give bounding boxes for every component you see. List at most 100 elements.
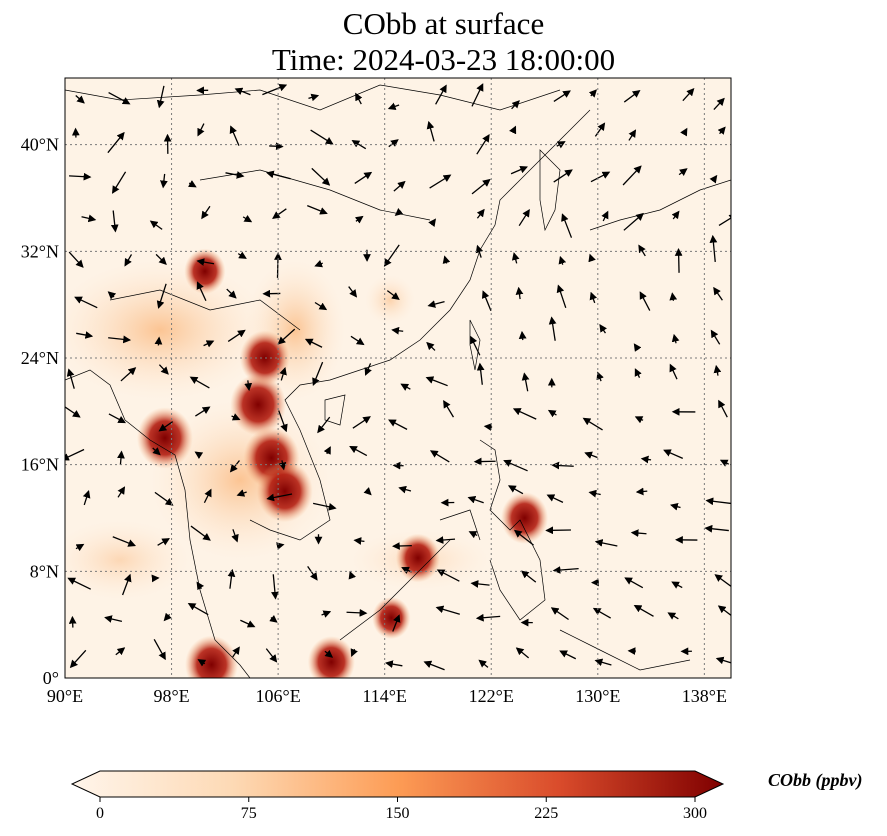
wind-arrow [584, 451, 598, 459]
lat-tick-label: 40°N [21, 135, 59, 155]
map-title: CObb at surface [342, 6, 545, 41]
wind-arrow [515, 647, 530, 659]
wind-arrow [117, 450, 125, 465]
cobb-hotspot [184, 248, 226, 295]
colorbar-tick-label: 300 [683, 805, 707, 822]
wind-arrow [476, 362, 485, 385]
wind-arrow [149, 220, 163, 230]
wind-arrow [633, 604, 654, 617]
wind-arrow [548, 316, 557, 341]
wind-arrow [550, 607, 569, 621]
wind-arrow [667, 612, 679, 620]
wind-arrow [236, 489, 247, 497]
wind-arrow [400, 383, 411, 391]
wind-arrow [188, 180, 197, 188]
wind-arrow [197, 123, 205, 137]
wind-arrow [435, 84, 447, 105]
wind-arrow [232, 646, 240, 658]
wind-arrow [520, 570, 537, 583]
colorbar-tick-label: 0 [96, 805, 104, 822]
wind-arrow [197, 659, 207, 667]
lat-tick-label: 16°N [21, 455, 59, 475]
wind-arrow [558, 255, 567, 265]
wind-arrow [279, 366, 287, 381]
wind-arrow [265, 170, 291, 180]
wind-arrow [635, 487, 648, 496]
wind-arrow [108, 335, 132, 344]
wind-arrow [435, 536, 456, 544]
wind-arrow [518, 208, 530, 227]
lat-tick-label: 24°N [21, 348, 59, 368]
wind-arrow [628, 129, 637, 141]
wind-arrow [350, 648, 358, 657]
wind-arrow [483, 423, 493, 431]
lon-tick-label: 106°E [256, 686, 301, 706]
wind-arrow [112, 536, 137, 547]
wind-arrow [158, 421, 174, 432]
gridlines [65, 78, 731, 678]
wind-arrow [718, 399, 728, 418]
wind-arrow [511, 100, 520, 110]
wind-arrow [663, 449, 684, 459]
wind-arrow [66, 368, 75, 389]
wind-arrow [321, 610, 332, 618]
wind-arrow [718, 214, 731, 226]
wind-arrow [110, 210, 119, 233]
wind-arrow [201, 205, 211, 220]
cobb-hotspot [136, 407, 193, 469]
lat-tick-label: 8°N [30, 561, 59, 581]
wind-arrow [386, 290, 400, 300]
wind-arrow [552, 566, 579, 574]
wind-arrow [709, 234, 718, 263]
colorbar-tick-label: 150 [385, 805, 410, 822]
wind-arrow [195, 406, 211, 417]
wind-arrow [559, 650, 577, 660]
wind-arrow [470, 335, 481, 356]
wind-arrow [588, 253, 596, 263]
wind-arrow [234, 87, 251, 96]
wind-arrow [467, 496, 484, 504]
wind-arrow [476, 208, 485, 219]
wind-arrow [81, 214, 97, 223]
wind-arrow [304, 338, 323, 348]
cobb-hotspot [256, 460, 313, 523]
wind-arrow [713, 97, 725, 110]
wind-arrow [75, 543, 85, 552]
wind-arrow [704, 524, 729, 533]
wind-arrow [471, 178, 491, 195]
haze-region [365, 275, 415, 325]
wind-arrow [391, 326, 404, 335]
wind-arrow [108, 413, 127, 424]
wind-arrow [269, 142, 284, 151]
wind-arrow [592, 607, 612, 619]
wind-arrow [124, 254, 133, 267]
wind-arrow [588, 89, 597, 98]
wind-arrow [317, 416, 331, 434]
wind-arrow [157, 538, 170, 546]
wind-arrow [350, 335, 365, 346]
wind-arrow [682, 87, 695, 102]
haze-region [65, 260, 270, 400]
wind-arrow [622, 165, 642, 186]
wind-arrow [68, 251, 84, 268]
cobb-hotspot [239, 330, 290, 386]
wind-arrow [262, 83, 288, 96]
wind-arrow [194, 451, 204, 460]
wind-arrow [594, 539, 618, 547]
wind-arrow [312, 361, 324, 387]
wind-arrow [594, 122, 606, 137]
wind-arrow [196, 581, 205, 591]
wind-arrow [244, 380, 253, 392]
wind-arrow [388, 139, 399, 148]
wind-arrow [478, 659, 489, 668]
wind-arrow [65, 406, 81, 418]
wind-arrow [311, 167, 331, 186]
wind-arrow [74, 296, 98, 309]
wind-arrow [521, 372, 530, 392]
wind-arrow [671, 210, 680, 220]
wind-arrow [121, 573, 132, 596]
cobb-hotspot [395, 533, 441, 583]
lon-tick-label: 138°E [682, 686, 727, 706]
wind-arrow [426, 341, 436, 351]
wind-arrow [351, 140, 367, 150]
